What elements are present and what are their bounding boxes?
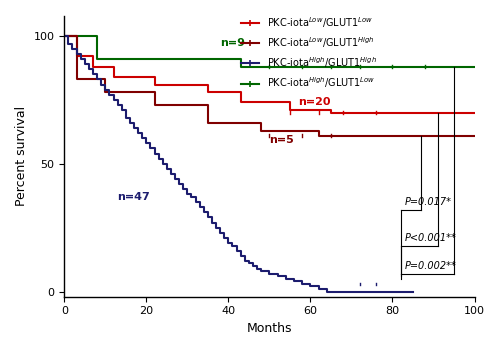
X-axis label: Months: Months — [246, 322, 292, 335]
Text: n=20: n=20 — [298, 97, 330, 107]
Text: n=47: n=47 — [118, 191, 150, 202]
Text: n=5: n=5 — [270, 135, 294, 145]
Legend: PKC-iota$^{Low}$/GLUT1$^{Low}$, PKC-iota$^{Low}$/GLUT1$^{High}$, PKC-iota$^{High: PKC-iota$^{Low}$/GLUT1$^{Low}$, PKC-iota… — [242, 15, 376, 90]
Text: P=0.002**: P=0.002** — [405, 261, 456, 271]
Text: P<0.001**: P<0.001** — [405, 233, 456, 243]
Text: P=0.017*: P=0.017* — [405, 197, 452, 207]
Text: n=9: n=9 — [220, 38, 245, 48]
Y-axis label: Percent survival: Percent survival — [15, 106, 28, 206]
